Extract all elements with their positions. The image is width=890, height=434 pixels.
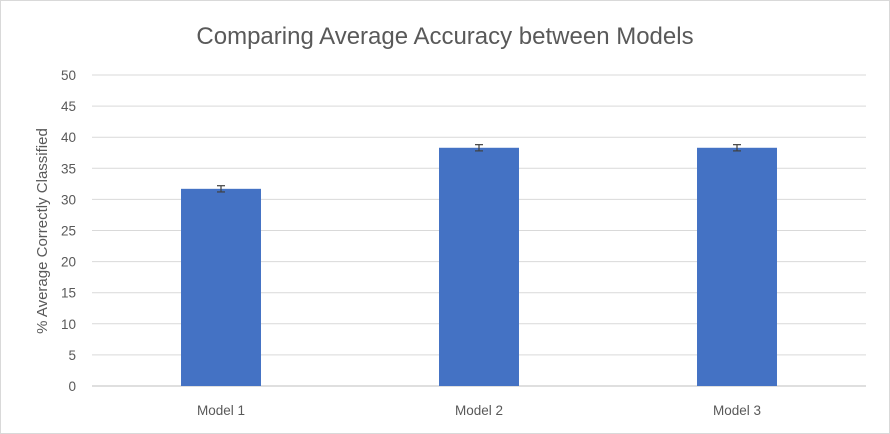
bar-model-1 [181, 188, 261, 386]
y-tick-label: 5 [68, 348, 76, 363]
y-tick-label: 45 [61, 99, 76, 114]
y-tick-label: 10 [61, 317, 76, 332]
bar-model-2 [439, 147, 519, 386]
y-tick-label: 15 [61, 286, 76, 301]
x-tick-label: Model 2 [455, 403, 503, 418]
x-tick-label: Model 3 [713, 403, 761, 418]
error-bar-model-3 [733, 144, 741, 152]
y-axis-tick-labels: 0 5 10 15 20 25 30 35 40 45 50 [61, 68, 76, 394]
y-tick-label: 40 [61, 130, 76, 145]
error-bars [217, 144, 741, 193]
y-tick-label: 30 [61, 192, 76, 207]
bar-model-3 [697, 147, 777, 386]
y-tick-label: 35 [61, 161, 76, 176]
y-tick-label: 25 [61, 224, 76, 239]
y-tick-label: 20 [61, 255, 76, 270]
chart-title: Comparing Average Accuracy between Model… [196, 23, 693, 50]
bars [181, 147, 777, 386]
error-bar-model-2 [475, 144, 483, 152]
y-axis-title: % Average Correctly Classified [34, 128, 51, 334]
y-tick-label: 0 [68, 379, 76, 394]
error-bar-model-1 [217, 185, 225, 193]
x-tick-label: Model 1 [197, 403, 245, 418]
y-tick-label: 50 [61, 68, 76, 83]
x-axis-tick-labels: Model 1 Model 2 Model 3 [197, 403, 761, 418]
